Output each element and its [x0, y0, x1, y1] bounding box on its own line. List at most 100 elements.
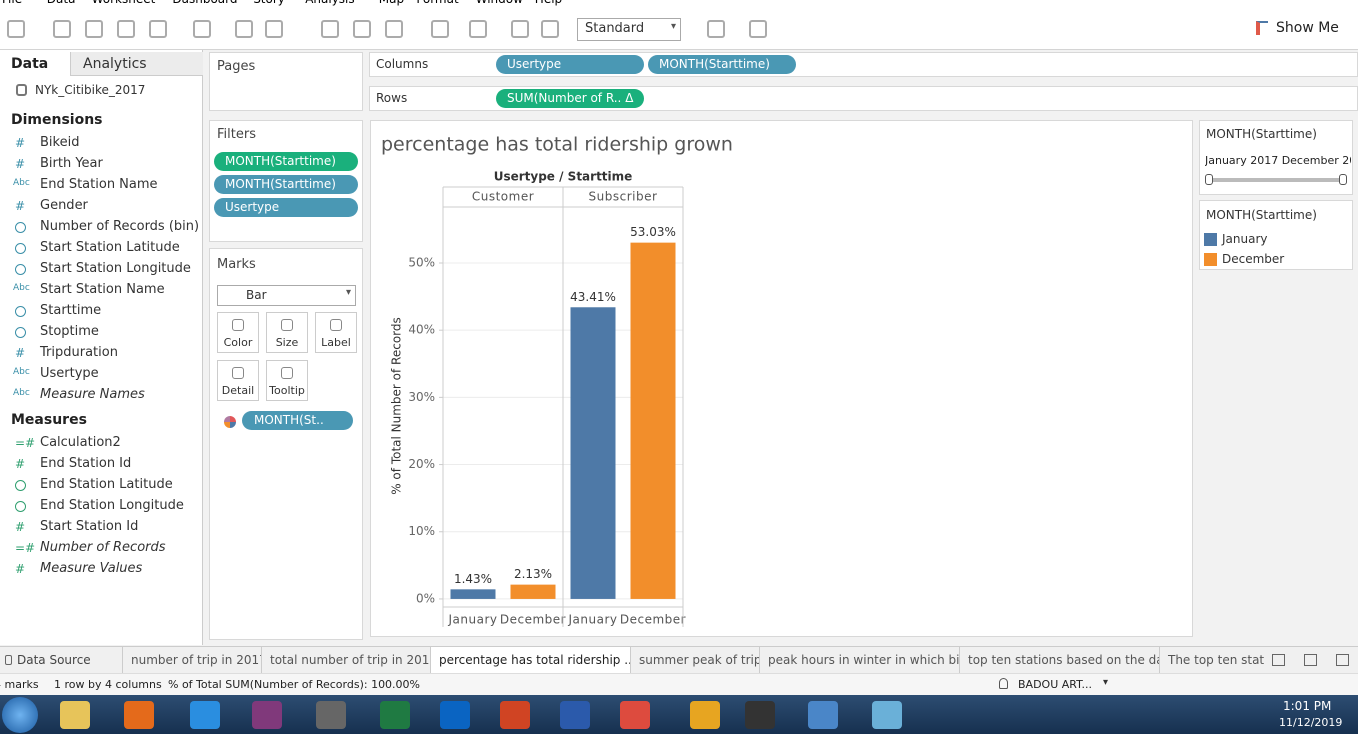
new-sheet-button[interactable]	[1304, 654, 1317, 666]
marks-button[interactable]: Label	[315, 312, 357, 353]
sheet-tab[interactable]: summer peak of trip	[630, 647, 759, 673]
field[interactable]: Starttime	[40, 303, 102, 318]
menu-item[interactable]: Help	[535, 0, 562, 6]
menu-item[interactable]: Format	[416, 0, 458, 6]
filter-pill[interactable]: Usertype	[214, 198, 358, 217]
sheet-tab[interactable]: percentage has total ridership ...	[430, 647, 630, 673]
sheet-tab[interactable]: top ten stations based on the da...	[959, 647, 1159, 673]
taskbar-app[interactable]	[124, 701, 154, 729]
taskbar-app[interactable]	[190, 701, 220, 729]
value-label: 53.03%	[630, 225, 676, 239]
taskbar-app[interactable]	[620, 701, 650, 729]
toolbar-button[interactable]	[117, 20, 135, 38]
legend-swatch[interactable]	[1204, 233, 1217, 246]
taskbar-app[interactable]	[690, 701, 720, 729]
show-me[interactable]: Show Me	[1276, 20, 1339, 36]
new-sheet-button[interactable]	[1272, 654, 1285, 666]
slider-handle[interactable]	[1339, 174, 1347, 185]
field[interactable]: Start Station Name	[40, 282, 165, 297]
field[interactable]: Start Station Latitude	[40, 240, 180, 255]
taskbar-app[interactable]	[60, 701, 90, 729]
marks-button[interactable]: Size	[266, 312, 308, 353]
field[interactable]: End Station Id	[40, 456, 132, 471]
new-sheet-button[interactable]	[1336, 654, 1349, 666]
field[interactable]: Gender	[40, 198, 88, 213]
field[interactable]: Start Station Id	[40, 519, 139, 534]
marks-button[interactable]: Color	[217, 312, 259, 353]
marks-button[interactable]: Detail	[217, 360, 259, 401]
menu-item[interactable]: File	[2, 0, 22, 6]
taskbar-app[interactable]	[808, 701, 838, 729]
status-user[interactable]: BADOU ART...	[1018, 678, 1093, 691]
toolbar-button[interactable]	[7, 20, 25, 38]
marks-pill[interactable]: MONTH(St..	[242, 411, 353, 430]
toolbar-button[interactable]	[469, 20, 487, 38]
mark-type[interactable]: Bar ▾	[217, 285, 356, 306]
menu-item[interactable]: Map	[379, 0, 404, 6]
taskbar-app[interactable]	[745, 701, 775, 729]
taskbar-app[interactable]	[440, 701, 470, 729]
toolbar-button[interactable]	[265, 20, 283, 38]
toolbar-button[interactable]	[53, 20, 71, 38]
toolbar-button[interactable]	[707, 20, 725, 38]
sheet-tab[interactable]: number of trip in 2017	[122, 647, 261, 673]
field[interactable]: Start Station Longitude	[40, 261, 191, 276]
toolbar-button[interactable]	[85, 20, 103, 38]
toolbar-button[interactable]	[385, 20, 403, 38]
field[interactable]: Measure Names	[40, 387, 145, 402]
taskbar-app[interactable]	[252, 701, 282, 729]
shelf-pill[interactable]: SUM(Number of R.. Δ	[496, 89, 644, 108]
filter-pill[interactable]: MONTH(Starttime)	[214, 152, 358, 171]
taskbar-app[interactable]	[380, 701, 410, 729]
taskbar-app[interactable]	[872, 701, 902, 729]
menu-item[interactable]: Worksheet	[92, 0, 156, 6]
start-button[interactable]	[2, 697, 38, 733]
toolbar-button[interactable]	[235, 20, 253, 38]
status-marks: 4 marks	[0, 678, 39, 691]
menu-item[interactable]: Story	[253, 0, 285, 6]
menu-item[interactable]: Dashboard	[172, 0, 237, 6]
toolbar-button[interactable]	[193, 20, 211, 38]
toolbar-button[interactable]	[431, 20, 449, 38]
analytics-tab[interactable]: Analytics	[70, 52, 203, 76]
field[interactable]: End Station Latitude	[40, 477, 173, 492]
field[interactable]: Calculation2	[40, 435, 121, 450]
filter-pill[interactable]: MONTH(Starttime)	[214, 175, 358, 194]
field[interactable]: Number of Records (bin)	[40, 219, 200, 234]
slider-handle[interactable]	[1205, 174, 1213, 185]
field[interactable]: Stoptime	[40, 324, 99, 339]
marks-button[interactable]: Tooltip	[266, 360, 308, 401]
shelf-pill[interactable]: Usertype	[496, 55, 644, 74]
toolbar-button[interactable]	[511, 20, 529, 38]
legend-label[interactable]: January	[1222, 232, 1268, 246]
taskbar-app[interactable]	[500, 701, 530, 729]
field[interactable]: End Station Name	[40, 177, 158, 192]
toolbar-button[interactable]	[749, 20, 767, 38]
field[interactable]: Number of Records	[40, 540, 166, 555]
menu-item[interactable]: Analysis	[305, 0, 354, 6]
legend-label[interactable]: December	[1222, 252, 1285, 266]
legend-swatch[interactable]	[1204, 253, 1217, 266]
datasource[interactable]: NYk_Citibike_2017	[35, 83, 146, 97]
field[interactable]: Bikeid	[40, 135, 80, 150]
field[interactable]: Measure Values	[40, 561, 143, 576]
taskbar-app[interactable]	[560, 701, 590, 729]
field[interactable]: Usertype	[40, 366, 99, 381]
field[interactable]: Birth Year	[40, 156, 103, 171]
data-tab[interactable]: Data	[11, 56, 49, 72]
toolbar-button[interactable]	[353, 20, 371, 38]
shelf-pill[interactable]: MONTH(Starttime)	[648, 55, 796, 74]
field[interactable]: Tripduration	[40, 345, 118, 360]
sheet-tab[interactable]: The top ten statio	[1159, 647, 1264, 673]
toolbar-button[interactable]	[149, 20, 167, 38]
field[interactable]: End Station Longitude	[40, 498, 184, 513]
toolbar-button[interactable]	[541, 20, 559, 38]
data-source-tab[interactable]: Data Source	[17, 653, 91, 667]
toolbar-button[interactable]	[321, 20, 339, 38]
sheet-tab[interactable]: total number of trip in 2017	[261, 647, 430, 673]
menu-item[interactable]: Window	[476, 0, 523, 6]
fit-dropdown[interactable]: Standard ▾	[577, 18, 681, 41]
sheet-tab[interactable]: peak hours in winter in which bik...	[759, 647, 959, 673]
menu-item[interactable]: Data	[47, 0, 76, 6]
taskbar-app[interactable]	[316, 701, 346, 729]
